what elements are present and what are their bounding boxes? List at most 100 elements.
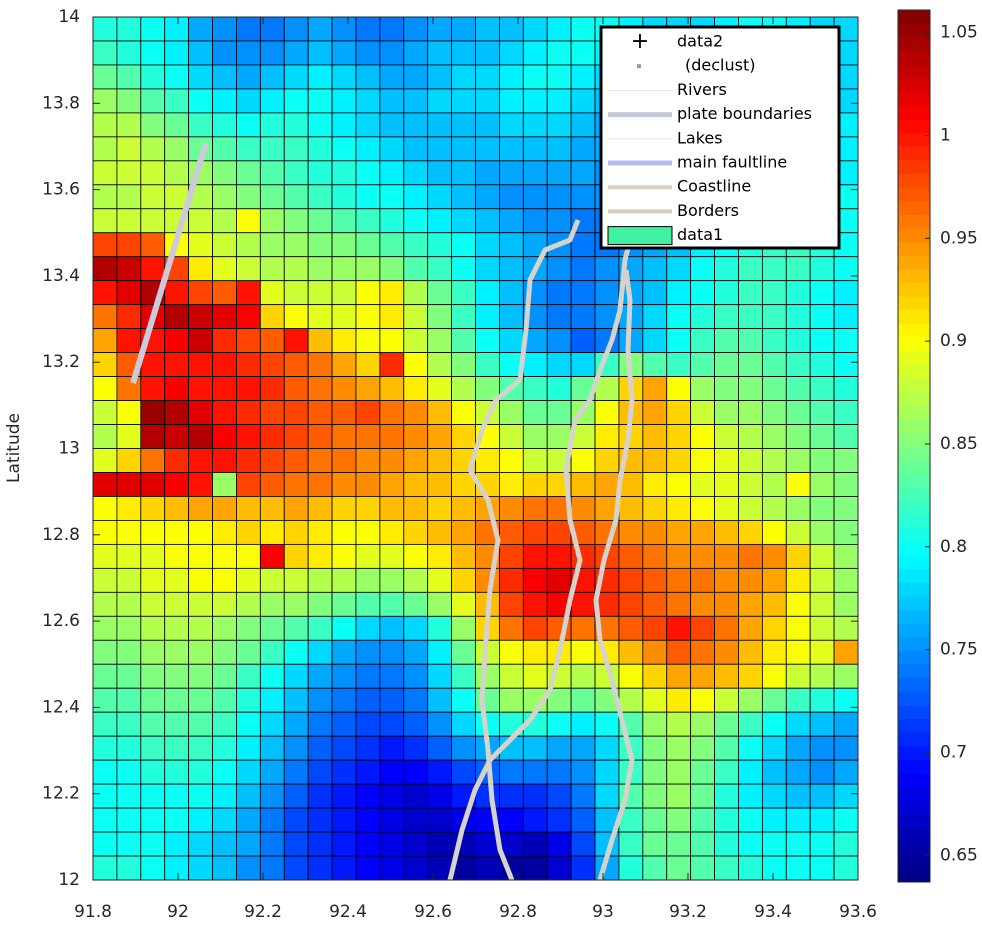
heatmap-cell: [570, 352, 596, 377]
heatmap-cell: [307, 136, 333, 162]
heatmap-cell: [188, 615, 213, 641]
heatmap-cell: [140, 256, 166, 282]
heatmap-cell: [833, 520, 859, 545]
heatmap-cell: [212, 232, 237, 258]
heatmap-cell: [307, 783, 333, 809]
heatmap-cell: [642, 352, 668, 377]
heatmap-cell: [475, 64, 500, 90]
heatmap-cell: [499, 328, 524, 354]
heatmap-cell: [140, 88, 166, 114]
heatmap-cell: [499, 304, 524, 330]
heatmap-cell: [236, 735, 261, 761]
heatmap-cell: [331, 112, 357, 138]
heatmap-cell: [427, 40, 452, 66]
heatmap-cell: [116, 40, 142, 66]
heatmap-cell: [116, 687, 142, 713]
heatmap-cell: [307, 184, 333, 210]
colorbar-segment: [898, 841, 930, 856]
heatmap-cell: [570, 615, 596, 641]
heatmap-cell: [116, 615, 142, 641]
heatmap-cell: [283, 663, 309, 689]
heatmap-cell: [259, 424, 285, 449]
heatmap-cell: [92, 352, 118, 377]
colorbar-segment: [898, 64, 930, 79]
heatmap-cell: [403, 208, 429, 234]
colorbar-segment: [898, 391, 930, 406]
heatmap-cell: [236, 16, 261, 42]
heatmap-cell: [522, 16, 548, 42]
heatmap-cell: [188, 711, 213, 737]
heatmap-cell: [355, 376, 381, 401]
colorbar-segment: [898, 268, 930, 283]
heatmap-cell: [331, 256, 357, 282]
heatmap-cell: [475, 352, 500, 377]
heatmap-cell: [307, 520, 333, 545]
heatmap-cell: [92, 208, 118, 234]
heatmap-cell: [283, 256, 309, 282]
heatmap-cell: [690, 256, 715, 282]
heatmap-cell: [355, 735, 381, 761]
heatmap-cell: [403, 328, 429, 354]
heatmap-cell: [499, 88, 524, 114]
heatmap-cell: [738, 615, 763, 641]
heatmap-cell: [522, 567, 548, 593]
heatmap-cell: [283, 615, 309, 641]
heatmap-cell: [379, 735, 405, 761]
x-tick-label: 91.8: [74, 902, 112, 922]
heatmap-cell: [236, 711, 261, 737]
heatmap-cell: [738, 543, 763, 569]
x-tick-label: 92.4: [329, 902, 367, 922]
y-tick-label: 12: [58, 870, 80, 890]
colorbar-tick-label: 0.65: [940, 845, 978, 865]
heatmap-cell: [522, 472, 548, 497]
colorbar-segment: [898, 255, 930, 270]
heatmap-cell: [427, 16, 452, 42]
heatmap-cell: [355, 615, 381, 641]
heatmap-cell: [546, 567, 572, 593]
heatmap-cell: [259, 448, 285, 473]
heatmap-cell: [666, 328, 692, 354]
heatmap-cell: [761, 567, 787, 593]
heatmap-cell: [116, 400, 142, 425]
heatmap-cell: [307, 639, 333, 665]
y-tick-label: 13: [58, 439, 80, 459]
heatmap-cell: [690, 376, 715, 401]
heatmap-cell: [140, 232, 166, 258]
heatmap-cell: [570, 496, 596, 521]
heatmap-cell: [403, 136, 429, 162]
heatmap-cell: [188, 352, 213, 377]
heatmap-cell: [331, 615, 357, 641]
heatmap-cell: [212, 64, 237, 90]
heatmap-cell: [570, 232, 596, 258]
heatmap-cell: [379, 687, 405, 713]
colorbar-segment: [898, 200, 930, 215]
heatmap-cell: [355, 687, 381, 713]
heatmap-cell: [283, 855, 309, 881]
heatmap-cell: [475, 112, 500, 138]
heatmap-cell: [738, 376, 763, 401]
heatmap-cell: [212, 16, 237, 42]
heatmap-cell: [164, 352, 190, 377]
heatmap-cell: [116, 807, 142, 833]
heatmap-cell: [259, 520, 285, 545]
heatmap-cell: [259, 184, 285, 210]
heatmap-cell: [714, 663, 739, 689]
heatmap-cell: [666, 831, 692, 857]
heatmap-cell: [188, 328, 213, 354]
heatmap-cell: [164, 520, 190, 545]
heatmap-cell: [307, 64, 333, 90]
heatmap-cell: [283, 16, 309, 42]
heatmap-cell: [188, 807, 213, 833]
heatmap-cell: [403, 424, 429, 449]
legend-label: data2: [677, 32, 723, 51]
colorbar-segment: [898, 432, 930, 447]
heatmap-cell: [116, 424, 142, 449]
heatmap-cell: [355, 759, 381, 785]
heatmap-cell: [188, 280, 213, 306]
colorbar-segment: [898, 337, 930, 352]
heatmap-cell: [833, 472, 859, 497]
heatmap-cell: [785, 256, 811, 282]
heatmap-cell: [690, 663, 715, 689]
heatmap-cell: [331, 184, 357, 210]
heatmap-cell: [403, 40, 429, 66]
